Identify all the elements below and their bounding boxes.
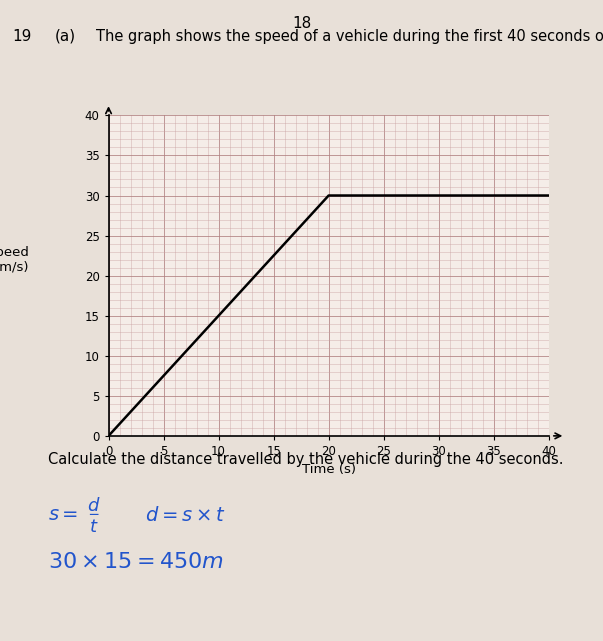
Text: 18: 18: [292, 16, 311, 31]
Text: ─: ─: [89, 508, 98, 522]
Y-axis label: Speed
(m/s): Speed (m/s): [0, 246, 30, 274]
X-axis label: Time (s): Time (s): [302, 463, 356, 476]
Text: $s=$: $s=$: [48, 506, 78, 524]
Text: $d = s \times t$: $d = s \times t$: [145, 506, 226, 526]
Text: (a): (a): [54, 29, 75, 44]
Text: $d$: $d$: [87, 497, 100, 515]
Text: 19: 19: [12, 29, 31, 44]
Text: $30 \times 15 = 450m$: $30 \times 15 = 450m$: [48, 551, 224, 573]
Text: The graph shows the speed of a vehicle during the first 40 seconds of motion.: The graph shows the speed of a vehicle d…: [96, 29, 603, 44]
Text: $t$: $t$: [89, 518, 98, 536]
Text: Calculate the distance travelled by the vehicle during the 40 seconds.: Calculate the distance travelled by the …: [48, 452, 564, 467]
